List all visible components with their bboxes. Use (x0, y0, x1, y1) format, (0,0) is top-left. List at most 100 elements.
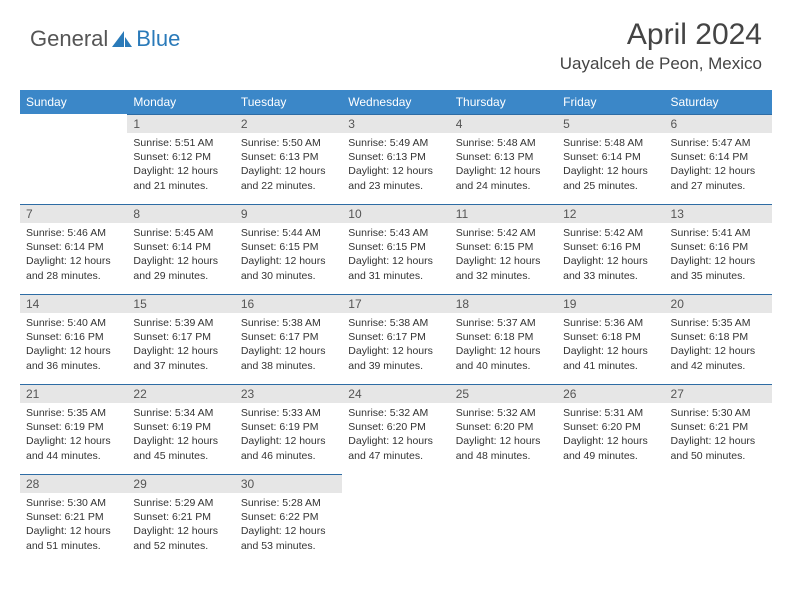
day-body: Sunrise: 5:29 AMSunset: 6:21 PMDaylight:… (127, 493, 234, 559)
day-number: 3 (342, 114, 449, 133)
logo-text-blue: Blue (136, 26, 180, 52)
day-body: Sunrise: 5:35 AMSunset: 6:18 PMDaylight:… (665, 313, 772, 379)
sunrise-text: Sunrise: 5:51 AM (133, 136, 228, 150)
day-body: Sunrise: 5:38 AMSunset: 6:17 PMDaylight:… (342, 313, 449, 379)
daylight-text: Daylight: 12 hours and 47 minutes. (348, 434, 443, 462)
daylight-text: Daylight: 12 hours and 51 minutes. (26, 524, 121, 552)
day-body: Sunrise: 5:40 AMSunset: 6:16 PMDaylight:… (20, 313, 127, 379)
month-title: April 2024 (560, 18, 762, 52)
sunrise-text: Sunrise: 5:29 AM (133, 496, 228, 510)
calendar-day-cell: 21Sunrise: 5:35 AMSunset: 6:19 PMDayligh… (20, 384, 127, 474)
day-body: Sunrise: 5:30 AMSunset: 6:21 PMDaylight:… (20, 493, 127, 559)
sunrise-text: Sunrise: 5:38 AM (241, 316, 336, 330)
calendar-day-cell: 20Sunrise: 5:35 AMSunset: 6:18 PMDayligh… (665, 294, 772, 384)
title-block: April 2024 Uayalceh de Peon, Mexico (560, 18, 762, 74)
daylight-text: Daylight: 12 hours and 52 minutes. (133, 524, 228, 552)
sunset-text: Sunset: 6:21 PM (671, 420, 766, 434)
day-body: Sunrise: 5:46 AMSunset: 6:14 PMDaylight:… (20, 223, 127, 289)
calendar-day-cell: 17Sunrise: 5:38 AMSunset: 6:17 PMDayligh… (342, 294, 449, 384)
sail-icon (110, 29, 134, 49)
daylight-text: Daylight: 12 hours and 53 minutes. (241, 524, 336, 552)
sunset-text: Sunset: 6:17 PM (241, 330, 336, 344)
sunset-text: Sunset: 6:17 PM (133, 330, 228, 344)
sunset-text: Sunset: 6:14 PM (563, 150, 658, 164)
day-body: Sunrise: 5:47 AMSunset: 6:14 PMDaylight:… (665, 133, 772, 199)
calendar-day-cell: 9Sunrise: 5:44 AMSunset: 6:15 PMDaylight… (235, 204, 342, 294)
sunset-text: Sunset: 6:18 PM (671, 330, 766, 344)
calendar-day-cell: 2Sunrise: 5:50 AMSunset: 6:13 PMDaylight… (235, 114, 342, 204)
calendar-day-cell: 15Sunrise: 5:39 AMSunset: 6:17 PMDayligh… (127, 294, 234, 384)
calendar-day-cell: 11Sunrise: 5:42 AMSunset: 6:15 PMDayligh… (450, 204, 557, 294)
daylight-text: Daylight: 12 hours and 50 minutes. (671, 434, 766, 462)
calendar-day-cell: 30Sunrise: 5:28 AMSunset: 6:22 PMDayligh… (235, 474, 342, 564)
location: Uayalceh de Peon, Mexico (560, 54, 762, 74)
sunrise-text: Sunrise: 5:44 AM (241, 226, 336, 240)
sunset-text: Sunset: 6:19 PM (241, 420, 336, 434)
day-body: Sunrise: 5:41 AMSunset: 6:16 PMDaylight:… (665, 223, 772, 289)
daylight-text: Daylight: 12 hours and 44 minutes. (26, 434, 121, 462)
day-body: Sunrise: 5:32 AMSunset: 6:20 PMDaylight:… (450, 403, 557, 469)
sunrise-text: Sunrise: 5:49 AM (348, 136, 443, 150)
day-number: 12 (557, 204, 664, 223)
sunset-text: Sunset: 6:19 PM (133, 420, 228, 434)
logo-text-general: General (30, 26, 108, 52)
sunrise-text: Sunrise: 5:31 AM (563, 406, 658, 420)
day-number: 18 (450, 294, 557, 313)
sunset-text: Sunset: 6:17 PM (348, 330, 443, 344)
sunrise-text: Sunrise: 5:30 AM (671, 406, 766, 420)
daylight-text: Daylight: 12 hours and 41 minutes. (563, 344, 658, 372)
day-number: 13 (665, 204, 772, 223)
calendar-day-cell: 25Sunrise: 5:32 AMSunset: 6:20 PMDayligh… (450, 384, 557, 474)
calendar-day-cell: 27Sunrise: 5:30 AMSunset: 6:21 PMDayligh… (665, 384, 772, 474)
calendar-day-cell: 1Sunrise: 5:51 AMSunset: 6:12 PMDaylight… (127, 114, 234, 204)
sunset-text: Sunset: 6:12 PM (133, 150, 228, 164)
sunrise-text: Sunrise: 5:42 AM (456, 226, 551, 240)
sunset-text: Sunset: 6:16 PM (671, 240, 766, 254)
sunrise-text: Sunrise: 5:38 AM (348, 316, 443, 330)
weekday-header: Sunday (20, 90, 127, 114)
day-body: Sunrise: 5:35 AMSunset: 6:19 PMDaylight:… (20, 403, 127, 469)
day-body: Sunrise: 5:32 AMSunset: 6:20 PMDaylight:… (342, 403, 449, 469)
calendar-week-row: 1 Sunrise: 5:51 AMSunset: 6:12 PM Daylight… (20, 114, 772, 204)
header: General Blue April 2024 Uayalceh de Peon… (0, 0, 792, 82)
calendar-day-cell (342, 474, 449, 564)
sunset-text: Sunset: 6:18 PM (563, 330, 658, 344)
weekday-header: Tuesday (235, 90, 342, 114)
sunrise-text: Sunrise: 5:42 AM (563, 226, 658, 240)
day-body: Sunrise: 5:43 AMSunset: 6:15 PMDaylight:… (342, 223, 449, 289)
day-body: Sunrise: 5:28 AMSunset: 6:22 PMDaylight:… (235, 493, 342, 559)
sunrise-text: Sunrise: 5:41 AM (671, 226, 766, 240)
logo: General Blue (30, 18, 180, 52)
calendar-table: Sunday Monday Tuesday Wednesday Thursday… (20, 90, 772, 564)
sunset-text: Sunset: 6:14 PM (671, 150, 766, 164)
calendar-day-cell: 29Sunrise: 5:29 AMSunset: 6:21 PMDayligh… (127, 474, 234, 564)
sunrise-text: Sunrise: 5:48 AM (563, 136, 658, 150)
day-number: 9 (235, 204, 342, 223)
day-number: 14 (20, 294, 127, 313)
day-number: 17 (342, 294, 449, 313)
day-body: Sunrise: 5:30 AMSunset: 6:21 PMDaylight:… (665, 403, 772, 469)
day-number: 5 (557, 114, 664, 133)
sunrise-text: Sunrise: 5:32 AM (348, 406, 443, 420)
calendar-day-cell: 10Sunrise: 5:43 AMSunset: 6:15 PMDayligh… (342, 204, 449, 294)
calendar-day-cell: 19Sunrise: 5:36 AMSunset: 6:18 PMDayligh… (557, 294, 664, 384)
sunrise-text: Sunrise: 5:36 AM (563, 316, 658, 330)
sunset-text: Sunset: 6:14 PM (26, 240, 121, 254)
sunrise-text: Sunrise: 5:43 AM (348, 226, 443, 240)
calendar-day-cell: 22Sunrise: 5:34 AMSunset: 6:19 PMDayligh… (127, 384, 234, 474)
sunset-text: Sunset: 6:21 PM (26, 510, 121, 524)
sunset-text: Sunset: 6:14 PM (133, 240, 228, 254)
sunrise-text: Sunrise: 5:35 AM (671, 316, 766, 330)
day-number: 1 (127, 114, 234, 133)
sunrise-text: Sunrise: 5:30 AM (26, 496, 121, 510)
day-number: 6 (665, 114, 772, 133)
daylight-text: Daylight: 12 hours and 25 minutes. (563, 164, 658, 192)
daylight-text: Daylight: 12 hours and 42 minutes. (671, 344, 766, 372)
day-body: Sunrise: 5:45 AMSunset: 6:14 PMDaylight:… (127, 223, 234, 289)
sunset-text: Sunset: 6:13 PM (348, 150, 443, 164)
day-number: 16 (235, 294, 342, 313)
day-number: 25 (450, 384, 557, 403)
sunset-text: Sunset: 6:13 PM (456, 150, 551, 164)
sunset-text: Sunset: 6:22 PM (241, 510, 336, 524)
daylight-text: Daylight: 12 hours and 23 minutes. (348, 164, 443, 192)
